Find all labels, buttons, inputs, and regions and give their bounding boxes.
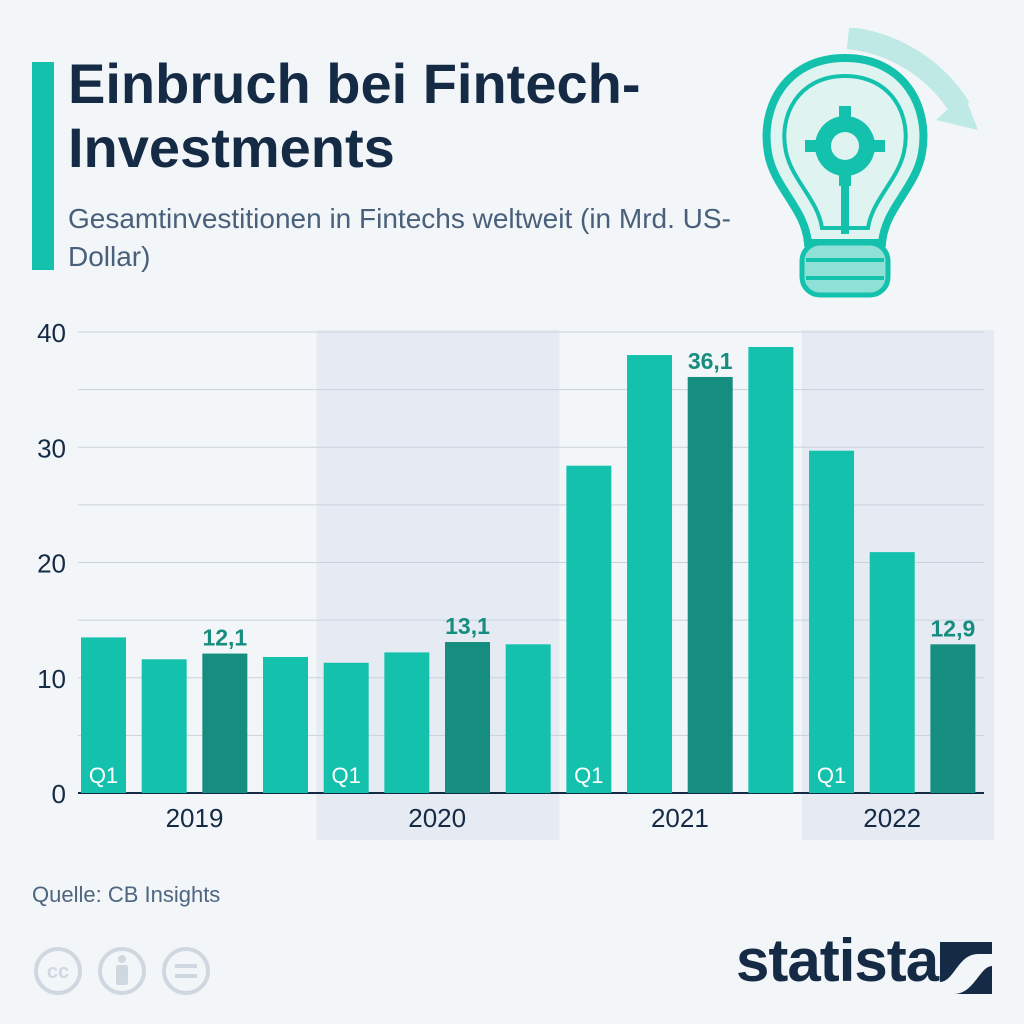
quarter-label: Q1 [89, 763, 118, 788]
y-tick-label: 30 [37, 433, 66, 463]
nd-icon [162, 947, 210, 995]
bar [505, 644, 551, 793]
bar [687, 376, 733, 793]
bar [748, 346, 794, 793]
statista-logo-icon [940, 942, 992, 994]
bar [930, 644, 976, 793]
quarter-label: Q1 [574, 763, 603, 788]
data-label: 36,1 [688, 348, 733, 374]
bar [445, 642, 491, 793]
by-icon [98, 947, 146, 995]
bar [869, 552, 915, 793]
lightbulb-gear-icon [762, 28, 978, 298]
bar [141, 659, 187, 793]
bar [566, 465, 612, 793]
chart-title: Einbruch bei Fintech-Investments [68, 52, 641, 179]
source-note: Quelle: CB Insights [32, 882, 221, 907]
year-label-2022: 2022 [863, 803, 921, 833]
bar [323, 662, 369, 793]
bar [81, 637, 126, 793]
accent-bar [32, 62, 54, 270]
bar-chart: 0 10 20 30 40 Q1 12,1 Q1 13,1 Q1 36,1 Q1 12,9 2019 202… [37, 318, 995, 840]
bar [263, 657, 309, 793]
data-label: 12,1 [202, 625, 247, 651]
year-label-2020: 2020 [408, 803, 466, 833]
quarter-label: Q1 [817, 763, 846, 788]
y-tick-label: 40 [37, 318, 66, 348]
data-label: 13,1 [445, 613, 490, 639]
year-label-2019: 2019 [166, 803, 224, 833]
data-label: 12,9 [930, 615, 975, 641]
cc-icon: cc [34, 947, 82, 995]
year-label-2021: 2021 [651, 803, 709, 833]
svg-text:cc: cc [47, 961, 69, 983]
chart-subtitle: Gesamtinvestitionen in Fintechs weltweit… [68, 203, 731, 272]
y-tick-label: 0 [52, 779, 66, 809]
y-tick-label: 20 [37, 549, 66, 579]
bar [627, 355, 673, 793]
bar [384, 652, 430, 793]
quarter-label: Q1 [332, 763, 361, 788]
bar [202, 653, 248, 793]
bar [809, 450, 855, 793]
brand-wordmark: statista [736, 927, 939, 994]
y-tick-label: 10 [37, 664, 66, 694]
